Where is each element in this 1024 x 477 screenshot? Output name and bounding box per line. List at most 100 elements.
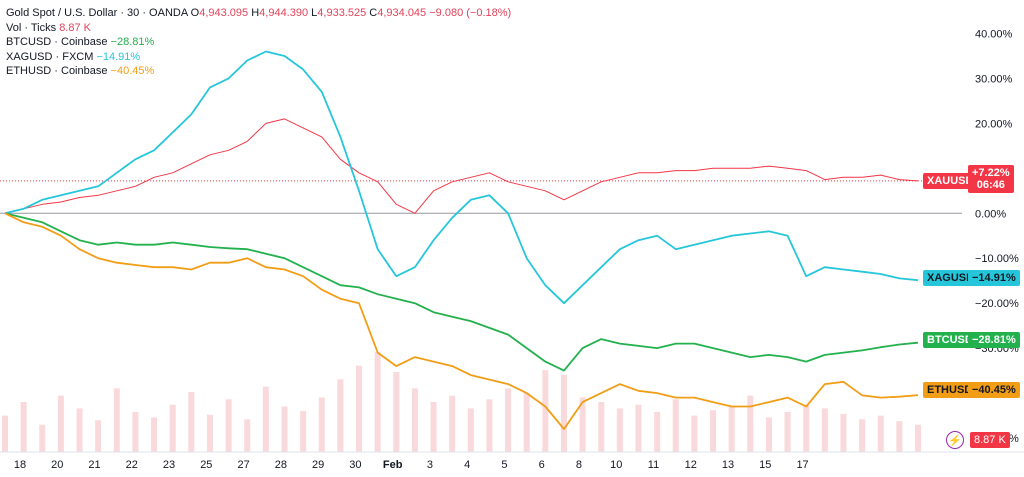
- series-line-xauusd: [4, 118, 919, 214]
- legend-series-label: ETHUSD · Coinbase: [6, 65, 108, 77]
- volume-bar: [616, 408, 623, 452]
- legend-low: 4,933.525: [317, 7, 367, 19]
- x-tick-label: 4: [464, 459, 470, 471]
- volume-bar: [877, 415, 884, 452]
- x-tick-label: 25: [200, 459, 212, 471]
- x-tick-label: Feb: [383, 459, 403, 471]
- x-tick-label: 28: [275, 459, 287, 471]
- y-tick-label: −10.00%: [975, 253, 1019, 265]
- legend-close: 4,934.045: [377, 7, 427, 19]
- xagusd-value: −14.91%: [972, 272, 1016, 284]
- chart-legend: Gold Spot / U.S. Dollar · 30 · OANDA O4,…: [6, 6, 511, 79]
- y-tick-label: 40.00%: [975, 28, 1013, 40]
- legend-close-label: C: [369, 7, 378, 19]
- xauusd-countdown: 06:46: [976, 179, 1005, 191]
- volume-bar: [449, 395, 456, 452]
- y-tick-label: −20.00%: [975, 298, 1019, 310]
- legend-series-eth[interactable]: ETHUSD · Coinbase −40.45%: [6, 64, 511, 79]
- volume-bar: [896, 421, 903, 452]
- flash-glyph: ⚡: [948, 435, 962, 447]
- btcusd-value: −28.81%: [972, 334, 1016, 346]
- volume-bar: [765, 417, 772, 452]
- btcusd-price-value: −28.81%: [968, 332, 1020, 348]
- x-tick-label: 3: [427, 459, 433, 471]
- flash-icon[interactable]: ⚡: [946, 431, 964, 449]
- legend-change: −9.080 (−0.18%): [429, 7, 512, 19]
- x-tick-label: 30: [349, 459, 361, 471]
- x-tick-label: 8: [576, 459, 582, 471]
- volume-bar: [95, 420, 102, 452]
- volume-bar: [859, 419, 866, 452]
- volume-bar: [206, 414, 213, 452]
- volume-bar: [76, 408, 83, 452]
- y-tick-label: 20.00%: [975, 118, 1013, 130]
- x-tick-label: 6: [539, 459, 545, 471]
- volume-bar: [505, 388, 512, 452]
- ethusd-label-name: ETHUSD: [927, 384, 973, 396]
- xauusd-label-name: XAUUSD: [927, 175, 974, 187]
- legend-series-value: −28.81%: [110, 36, 155, 48]
- volume-bar: [188, 392, 195, 452]
- volume-bar: [784, 412, 791, 452]
- series-line-btcusd: [4, 212, 919, 372]
- legend-vol-row[interactable]: Vol · Ticks 8.87 K: [6, 21, 511, 36]
- volume-bars: [2, 352, 921, 452]
- volume-bar: [710, 410, 717, 452]
- xagusd-price-value: −14.91%: [968, 270, 1020, 286]
- volume-bar: [337, 379, 344, 452]
- volume-bar: [169, 404, 176, 452]
- volume-bar: [486, 399, 493, 452]
- legend-high: 4,944.390: [259, 7, 309, 19]
- x-tick-label: 17: [796, 459, 808, 471]
- volume-bar: [672, 399, 679, 452]
- xauusd-price-label: XAUUSD: [923, 173, 978, 189]
- legend-main-row[interactable]: Gold Spot / U.S. Dollar · 30 · OANDA O4,…: [6, 6, 511, 21]
- btcusd-label-name: BTCUSD: [927, 334, 973, 346]
- volume-bar: [57, 395, 64, 452]
- volume-bar: [281, 406, 288, 452]
- volume-bar: [579, 397, 586, 452]
- volume-bar: [113, 388, 120, 452]
- volume-bar: [467, 408, 474, 452]
- volume-bar: [411, 388, 418, 452]
- volume-bar: [262, 386, 269, 452]
- volume-bar: [803, 404, 810, 452]
- volume-bar: [728, 406, 735, 452]
- volume-bar: [393, 372, 400, 452]
- legend-vol-label: Vol · Ticks: [6, 21, 57, 34]
- legend-series-value: −14.91%: [96, 50, 141, 63]
- volume-bar: [747, 395, 754, 452]
- volume-bar: [2, 415, 8, 452]
- x-tick-label: 13: [722, 459, 734, 471]
- btcusd-price-label: BTCUSD: [923, 332, 977, 348]
- volume-bar: [430, 402, 437, 452]
- series-line-xagusd: [4, 50, 919, 305]
- volume-bar: [915, 424, 921, 452]
- volume-bar: [542, 370, 549, 452]
- volume-bar: [598, 402, 605, 452]
- legend-vol-value: 8.87 K: [59, 21, 91, 34]
- legend-series-label: BTCUSD · Coinbase: [6, 36, 108, 48]
- volume-bar: [356, 365, 363, 452]
- volume-bar: [244, 419, 251, 452]
- legend-series-xag[interactable]: XAGUSD · FXCM −14.91%: [6, 50, 511, 65]
- legend-series-btc[interactable]: BTCUSD · Coinbase −28.81%: [6, 35, 511, 50]
- xauusd-value: +7.22%: [972, 167, 1010, 179]
- xagusd-label-name: XAGUSD: [927, 272, 975, 284]
- x-tick-label: 29: [312, 459, 324, 471]
- chart-grid: [0, 180, 962, 214]
- x-tick-label: 22: [126, 459, 138, 471]
- ethusd-value: −40.45%: [972, 384, 1016, 396]
- volume-bar: [225, 399, 232, 452]
- legend-open-label: O: [190, 7, 200, 19]
- volume-bar: [318, 397, 325, 452]
- volume-bar: [132, 412, 139, 452]
- volume-price-label: 8.87 K: [970, 432, 1010, 448]
- volume-bar: [654, 412, 661, 452]
- volume-bar: [39, 424, 46, 452]
- volume-bar: [374, 352, 381, 452]
- ethusd-price-label: ETHUSD: [923, 382, 977, 398]
- legend-low-label: L: [311, 7, 318, 19]
- volume-bar: [300, 411, 307, 452]
- x-tick-label: 20: [51, 459, 63, 471]
